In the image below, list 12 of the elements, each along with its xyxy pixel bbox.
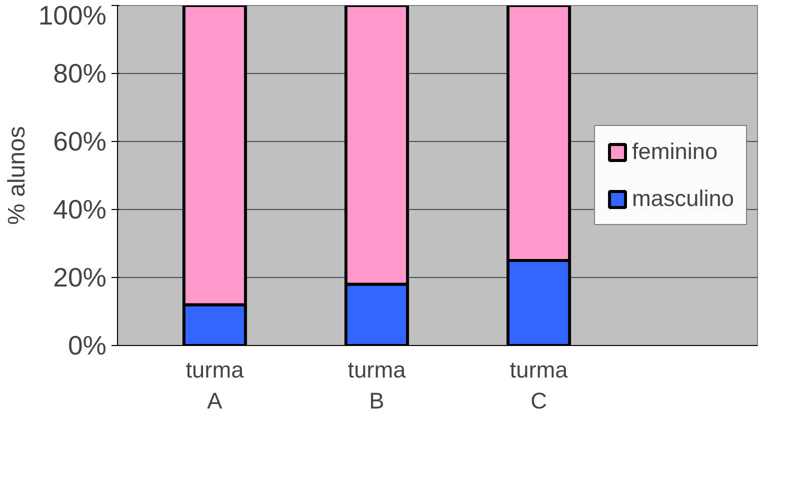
y-tick-label: 0%: [68, 330, 107, 360]
y-tick-label: 60%: [53, 126, 107, 156]
x-tick-label: turma C: [510, 356, 568, 414]
x-tick-label: turma A: [186, 356, 244, 414]
legend-label: feminino: [632, 138, 718, 165]
y-tick-label: 100%: [38, 0, 107, 30]
y-axis-title: % alunos: [3, 126, 30, 225]
y-tick-label: 20%: [53, 262, 107, 292]
x-tick-label: turma B: [348, 356, 406, 414]
y-tick-label: 40%: [53, 194, 107, 224]
legend-label: masculino: [632, 185, 734, 212]
y-tick-label: 80%: [53, 58, 107, 88]
